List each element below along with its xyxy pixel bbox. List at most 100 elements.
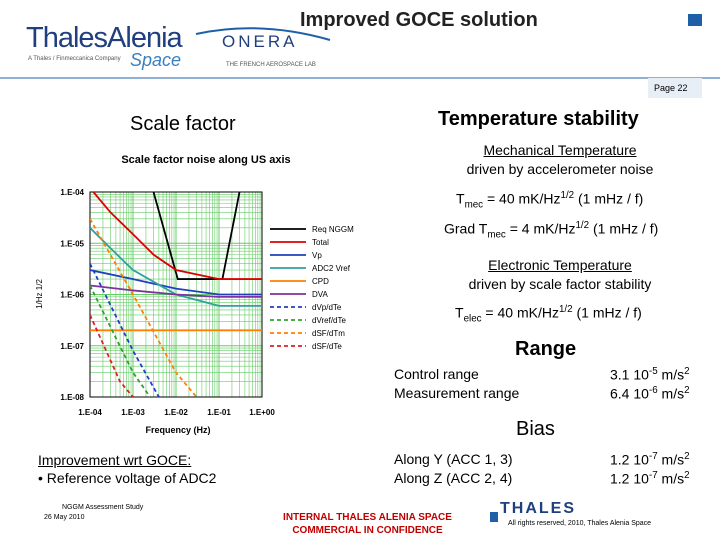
legend-label: dVp/dTe: [312, 303, 342, 312]
range-heading: Range: [515, 338, 577, 360]
note: Improvement wrt GOCE: • Reference voltage…: [38, 451, 216, 487]
onera-logo: ONERA: [222, 32, 298, 51]
series-line: [92, 192, 262, 280]
uexp: 2: [684, 385, 690, 396]
uexp: 2: [684, 470, 690, 481]
mant: 1.2 10: [610, 470, 649, 487]
legend-label: DVA: [312, 290, 329, 299]
y-tick-label: 1.E-08: [60, 393, 84, 402]
row-value: 3.1 10-5 m/s2: [610, 366, 690, 383]
exp: -7: [648, 451, 658, 462]
f: mec: [487, 229, 506, 241]
f: mec: [464, 199, 484, 211]
series-line: [90, 314, 134, 397]
legend-label: ADC2 Vref: [312, 264, 351, 273]
x-tick-label: 1.E+00: [249, 408, 275, 417]
tmec: Tmec = 40 mK/Hz1/2 (1 mHz / f): [456, 190, 643, 210]
x-tick-label: 1.E-01: [207, 408, 231, 417]
exp: -5: [648, 366, 658, 377]
f: (1 mHz / f): [572, 304, 642, 321]
logo-tagline: A Thales / Finmeccanica Company: [28, 56, 121, 62]
chart-title: Scale factor noise along US axis: [121, 154, 290, 166]
f: Grad T: [444, 220, 488, 237]
mant: 1.2 10: [610, 451, 649, 468]
f: (1 mHz / f): [589, 220, 659, 237]
mech-block: Mechanical Temperature driven by accelero…: [440, 141, 680, 179]
f: = 40 mK/Hz: [483, 190, 561, 207]
legend-label: Total: [312, 238, 329, 247]
f: = 40 mK/Hz: [481, 304, 559, 321]
row-label: Along Y (ACC 1, 3): [394, 451, 513, 467]
f: T: [455, 304, 464, 321]
f: T: [456, 190, 465, 207]
footer-conf: INTERNAL THALES ALENIA SPACE COMMERCIAL I…: [260, 511, 475, 537]
telec: Telec = 40 mK/Hz1/2 (1 mHz / f): [455, 304, 642, 324]
page-number: Page 22: [654, 83, 688, 93]
footer-rights: All rights reserved, 2010, Thales Alenia…: [508, 520, 652, 527]
x-tick-label: 1.E-02: [164, 408, 188, 417]
elec-title: Electronic Temperature: [488, 257, 632, 273]
uexp: 2: [684, 451, 690, 462]
logo-main: ThalesAlenia: [26, 22, 183, 54]
f: 1/2: [575, 220, 590, 231]
y-tick-label: 1.E-05: [60, 239, 84, 248]
f: = 4 mK/Hz: [505, 220, 576, 237]
f: 1/2: [558, 304, 573, 315]
legend-label: dSF/dTm: [312, 329, 345, 338]
slide-title: Improved GOCE solution: [300, 9, 538, 31]
series-line: [90, 227, 262, 307]
legend-label: Req NGGM: [312, 225, 354, 234]
onera-swoosh: [195, 27, 331, 41]
row-value: 6.4 10-6 m/s2: [610, 385, 690, 402]
row-value: 1.2 10-7 m/s2: [610, 470, 690, 487]
conf2: COMMERCIAL IN CONFIDENCE: [292, 525, 443, 536]
footer-date: 26 May 2010: [44, 514, 85, 521]
uexp: 2: [684, 366, 690, 377]
f: (1 mHz / f): [574, 190, 644, 207]
series-line: [152, 192, 241, 280]
legend-label: CPD: [312, 277, 329, 286]
onera-tagline: THE FRENCH AEROSPACE LAB: [226, 62, 316, 68]
bias-heading: Bias: [516, 418, 555, 440]
x-axis-label: Frequency (Hz): [145, 425, 210, 435]
unit: m/s: [657, 451, 685, 468]
conf1: INTERNAL THALES ALENIA SPACE: [283, 512, 452, 523]
y-tick-label: 1.E-06: [60, 291, 84, 300]
row-value: 1.2 10-7 m/s2: [610, 451, 690, 468]
elec-block: Electronic Temperature driven by scale fa…: [440, 256, 680, 294]
exp: -6: [648, 385, 658, 396]
y-axis-label: 1/Hz 1/2: [35, 279, 44, 309]
mant: 6.4 10: [610, 385, 649, 402]
series-line: [90, 269, 262, 296]
logo-space: Space: [130, 50, 182, 70]
row-label: Along Z (ACC 2, 4): [394, 470, 513, 486]
legend-label: dVref/dTe: [312, 316, 346, 325]
note-item: • Reference voltage of ADC2: [38, 470, 217, 486]
elec-subtitle: driven by scale factor stability: [468, 276, 652, 292]
unit: m/s: [657, 385, 685, 402]
footer-study: NGGM Assessment Study: [62, 504, 144, 511]
row-label: Control range: [394, 366, 479, 382]
unit: m/s: [657, 366, 685, 383]
right-heading: Temperature stability: [438, 108, 639, 130]
note-title: Improvement wrt GOCE:: [38, 452, 192, 468]
series-line: [90, 284, 262, 298]
x-tick-label: 1.E-04: [78, 408, 102, 417]
exp: -7: [648, 470, 658, 481]
corner-mark: [688, 14, 702, 26]
mech-title: Mechanical Temperature: [483, 142, 637, 158]
left-heading: Scale factor: [130, 113, 236, 135]
series-line: [90, 218, 198, 397]
thales-logo: THALES: [500, 500, 576, 517]
mant: 3.1 10: [610, 366, 649, 383]
thales-mark: [490, 512, 498, 522]
legend-label: dSF/dTe: [312, 342, 342, 351]
y-tick-label: 1.E-04: [60, 188, 84, 197]
y-tick-label: 1.E-07: [60, 342, 84, 351]
f: 1/2: [560, 190, 575, 201]
f: elec: [463, 313, 482, 325]
legend-label: Vp: [312, 251, 322, 260]
mech-subtitle: driven by accelerometer noise: [466, 161, 654, 177]
